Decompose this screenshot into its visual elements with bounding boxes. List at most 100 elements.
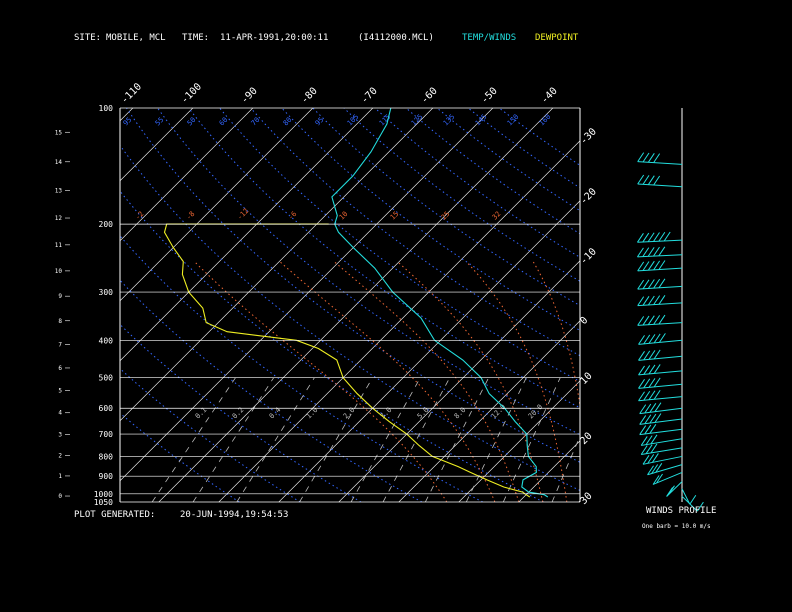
wind-barb-staff — [637, 267, 683, 272]
wind-barb-flag — [653, 377, 661, 388]
moist-adiabat-line — [333, 261, 520, 502]
wind-barb-flag — [653, 295, 661, 305]
wind-barb-flag — [647, 175, 655, 185]
wind-barb-flag — [647, 153, 655, 163]
isotherm-line — [338, 260, 580, 502]
wind-barb-staff — [637, 302, 683, 307]
dry-adiabat-line — [467, 108, 580, 189]
dry-adiabat-line — [120, 144, 580, 492]
height-tick-label: 13 — [55, 187, 63, 194]
wind-barb-flag — [653, 232, 660, 242]
moist-adiabat-label: -6 — [287, 210, 299, 222]
right-temp-tick-label: 30 — [578, 491, 594, 507]
moist-adiabat-line — [194, 261, 448, 502]
plot-generated-value: 20-JUN-1994,19:54:53 — [180, 510, 289, 520]
wind-barb-staff — [637, 161, 683, 165]
time-value: 11-APR-1991,20:00:11 — [220, 33, 329, 43]
wind-barb-staff — [647, 464, 683, 476]
mixing-ratio-line — [502, 377, 561, 502]
plot-generated-label: PLOT GENERATED: — [74, 510, 156, 520]
wind-barb-flag — [654, 402, 662, 412]
isotherm-line — [639, 108, 792, 502]
wind-barb-staff — [639, 407, 683, 415]
top-temp-tick-label: -90 — [239, 86, 260, 107]
isotherm-line — [120, 108, 134, 122]
wind-barb-flag — [640, 436, 648, 446]
wind-barb-flag — [643, 378, 651, 389]
isotherm-line — [398, 320, 580, 502]
pressure-tick-label: 1050 — [94, 498, 113, 507]
pressure-tick-label: 800 — [99, 452, 114, 461]
moist-adiabat-line — [532, 261, 580, 409]
wind-barb-staff — [639, 428, 683, 436]
wind-barb-flag — [642, 261, 650, 271]
wind-barb-flag — [642, 232, 650, 243]
wind-barb-flag — [653, 278, 661, 289]
pressure-tick-label: 1000 — [94, 490, 113, 499]
wind-barb-staff — [637, 239, 683, 243]
wind-barb-staff — [652, 471, 683, 485]
wind-barb-flag — [649, 403, 657, 413]
mixing-ratio-line — [382, 377, 451, 502]
wind-barb-flag — [639, 404, 647, 414]
wind-barb-staff — [642, 455, 683, 465]
wind-barb-flag — [638, 335, 645, 345]
wind-barb-staff — [638, 383, 683, 389]
dry-adiabat-line — [343, 108, 580, 282]
dry-adiabat-label: 95 — [314, 116, 326, 128]
barb-note: One barb = 10.0 m/s — [642, 523, 711, 530]
wind-barb-flag — [647, 279, 655, 289]
moist-adiabat-label: 32 — [491, 210, 503, 222]
temperature-trace — [331, 108, 549, 498]
right-temp-tick-label: 20 — [578, 431, 594, 447]
legend-dewpoint: DEWPOINT — [535, 33, 579, 43]
wind-barb-flag — [653, 315, 661, 325]
wind-barb-staff — [638, 355, 683, 361]
wind-barb-flag — [637, 233, 644, 243]
mixing-ratio-line — [299, 377, 373, 502]
pressure-tick-label: 600 — [99, 404, 114, 413]
wind-barb-flag — [647, 247, 655, 257]
isotherm-line — [699, 108, 792, 502]
dry-adiabat-line — [120, 190, 544, 502]
wind-barb-flag — [647, 454, 655, 464]
wind-barb-flag — [689, 494, 697, 505]
isotherm-line — [158, 108, 554, 502]
height-tick-label: 9 — [58, 293, 62, 300]
pressure-tick-label: 900 — [99, 472, 114, 481]
right-temp-tick-label: 10 — [578, 371, 594, 387]
height-tick-label: 1 — [58, 473, 62, 480]
top-temp-tick-label: -50 — [479, 86, 500, 107]
isotherm-line — [120, 108, 254, 242]
mixing-ratio-line — [151, 377, 236, 502]
wind-barb-flag — [638, 365, 645, 376]
moist-adiabat-line — [465, 261, 568, 502]
mixing-ratio-line — [236, 377, 315, 502]
wind-barb-flag — [638, 379, 645, 389]
wind-barb-flag — [637, 296, 645, 306]
wind-barb-flag — [654, 413, 662, 423]
height-tick-label: 8 — [58, 318, 62, 325]
wind-barb-flag — [647, 260, 655, 271]
dry-adiabat-line — [188, 108, 580, 409]
dry-adiabat-line — [312, 108, 580, 307]
wind-barb-flag — [645, 444, 653, 454]
wind-barb-flag — [644, 414, 652, 425]
height-tick-label: 3 — [58, 431, 62, 438]
wind-barb-flag — [648, 350, 656, 360]
dry-adiabat-label: 95 — [122, 116, 134, 128]
wind-barb-flag — [640, 445, 648, 455]
wind-barb-flag — [638, 351, 645, 361]
height-tick-label: 4 — [58, 410, 62, 417]
wind-barb-flag — [653, 390, 661, 400]
moist-adiabat-label: -12 — [236, 207, 251, 222]
pressure-tick-label: 700 — [99, 430, 114, 439]
wind-barb-staff — [637, 183, 683, 188]
height-tick-label: 12 — [55, 215, 63, 222]
time-label: TIME: — [182, 33, 210, 43]
dry-adiabat-label: 115 — [378, 113, 393, 128]
moist-adiabat-label: -8 — [185, 210, 197, 222]
wind-barb-flag — [642, 175, 650, 185]
wind-barb-flag — [658, 333, 666, 343]
wind-barb-staff — [639, 418, 683, 425]
